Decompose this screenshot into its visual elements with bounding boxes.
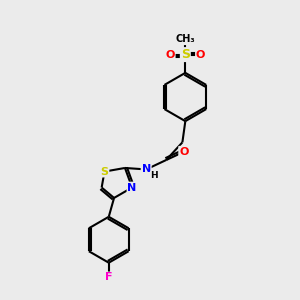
Text: F: F (105, 272, 112, 282)
Text: N: N (142, 164, 151, 174)
Text: N: N (128, 182, 137, 193)
Text: O: O (196, 50, 205, 60)
Text: S: S (181, 48, 190, 61)
Text: S: S (100, 167, 109, 177)
Text: CH₃: CH₃ (176, 34, 195, 44)
Text: O: O (165, 50, 175, 60)
Text: H: H (151, 171, 158, 180)
Text: O: O (179, 147, 188, 157)
